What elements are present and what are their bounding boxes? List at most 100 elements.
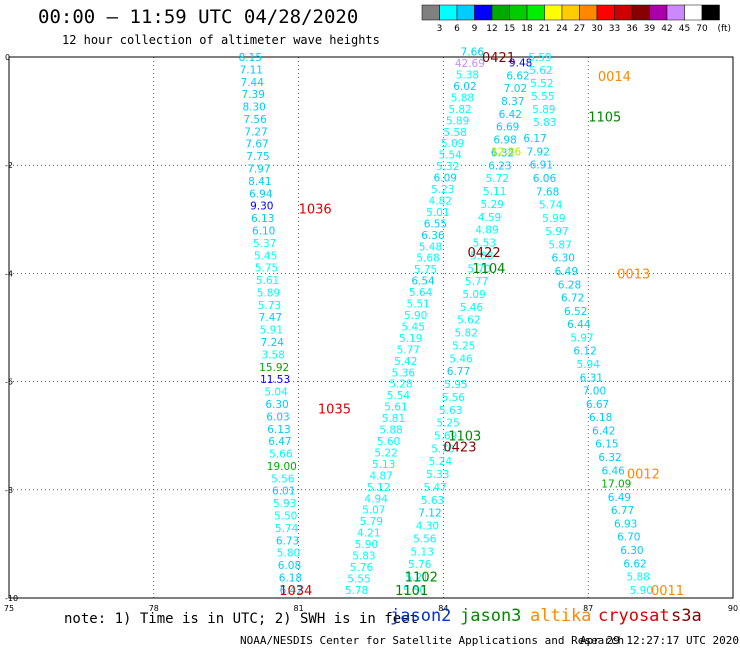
wave-height-point: 17.09 (601, 479, 631, 491)
wave-height-point: 5.53 (473, 238, 496, 250)
wave-height-point: 6.32 (598, 452, 621, 464)
wave-height-point: 5.88 (379, 425, 402, 437)
pass-label: 0012 (627, 468, 660, 483)
wave-height-point: 5.89 (532, 104, 555, 116)
colorbar-swatch (701, 4, 720, 21)
wave-height-point: 6.08 (278, 560, 301, 572)
wave-height-point: 5.13 (411, 546, 434, 558)
wave-height-point: 5.94 (577, 359, 601, 371)
wave-height-point: 4.82 (429, 195, 452, 207)
colorbar-swatch (544, 4, 563, 21)
colorbar-swatch (561, 4, 580, 21)
pass-label: 1101 (395, 584, 428, 599)
wave-height-point: 5.75 (255, 263, 278, 275)
axis-ticks: 75 78 81 84 87 90 0 -2 -4 -6 -8 -10 (4, 53, 738, 613)
wave-height-point: 5.62 (457, 315, 480, 327)
satellite-legend-altika: altika (530, 606, 592, 626)
wave-height-point: 6.36 (421, 230, 445, 242)
wave-height-point: 4.89 (475, 225, 498, 237)
wave-height-point: 5.63 (421, 495, 444, 507)
wave-height-point: 7.11 (240, 64, 263, 76)
wave-height-point: 5.76 (408, 559, 432, 571)
wave-height-point: 5.69 (434, 431, 457, 443)
x-tick-label: 81 (294, 604, 304, 613)
wave-height-point: 4.87 (369, 470, 392, 482)
wave-height-point: 7.02 (504, 83, 527, 95)
wave-height-point: 5.90 (404, 310, 427, 322)
wave-height-point: 6.12 (573, 346, 596, 358)
wave-height-point: 5.63 (439, 405, 462, 417)
wave-height-point: 5.64 (409, 287, 433, 299)
wave-height-point: 5.61 (256, 275, 279, 287)
x-tick-label: 84 (438, 604, 448, 613)
wave-height-point: 19.00 (267, 461, 297, 473)
wave-height-point: 5.88 (626, 572, 649, 584)
colorbar-tick-label: 27 (574, 24, 585, 34)
wave-height-point: 3.58 (262, 349, 285, 361)
wave-height-point: 6.67 (586, 399, 609, 411)
colorbar-tick-label: 36 (626, 24, 638, 34)
wave-height-point: 5.79 (360, 516, 383, 528)
wave-height-point: 5.33 (426, 469, 449, 481)
page-title: 00:00 – 11:59 UTC 04/28/2020 (38, 6, 359, 28)
colorbar-swatch (614, 4, 633, 21)
colorbar-swatch (491, 4, 510, 21)
wave-height-point: 6.15 (595, 439, 618, 451)
wave-height-point: 5.73 (258, 300, 281, 312)
wave-height-point: 5.82 (455, 328, 478, 340)
wave-height-point: 6.46 (601, 465, 625, 477)
wave-height-point: 6.42 (280, 585, 303, 597)
wave-height-point: 7.56 (243, 114, 267, 126)
colorbar-swatch (474, 4, 493, 21)
wave-height-point: 5.77 (397, 344, 420, 356)
satellite-legend-cryosat: cryosat (598, 606, 670, 626)
wave-height-point: 5.01 (426, 207, 449, 219)
wave-height-point: 9.48 (509, 57, 532, 69)
wave-height-point: 5.50 (403, 585, 426, 597)
wave-height-point: 5.68 (416, 253, 439, 265)
colorbar-tick-label: 9 (472, 24, 478, 34)
wave-height-point: 6.44 (567, 319, 591, 331)
wave-height-point: 5.78 (345, 585, 368, 597)
wave-height-point: 6.30 (552, 253, 575, 265)
pass-label: 0014 (598, 70, 631, 85)
wave-height-point: 6.47 (268, 436, 291, 448)
wave-height-point: 7.97 (247, 164, 270, 176)
wave-height-point: 7.66 (461, 47, 485, 59)
wave-height-point: 7.92 (527, 146, 550, 158)
wave-height-point: 6.06 (533, 173, 557, 185)
pass-label: 0013 (617, 267, 650, 282)
pass-label: 1103 (448, 430, 481, 445)
wave-height-point: 7.75 (246, 151, 269, 163)
wave-height-point: 42.69 (455, 58, 485, 70)
wave-height-point: 5.11 (483, 186, 506, 198)
wave-height-point: 5.75 (414, 264, 437, 276)
wave-height-point: 5.25 (436, 418, 459, 430)
wave-height-point: 7.68 (536, 186, 559, 198)
wave-height-point: 7.39 (242, 89, 265, 101)
wave-height-point: 5.21 (405, 572, 428, 584)
colorbar-swatch (526, 4, 545, 21)
y-tick-label: -10 (5, 594, 18, 603)
wave-height-point: 5.88 (451, 92, 474, 104)
wave-height-point: 6.17 (523, 133, 546, 145)
wave-height-point: 5.59 (528, 52, 551, 64)
colorbar-tick-label: 30 (591, 24, 603, 34)
colorbar-tick-label: 21 (539, 24, 550, 34)
pass-label: 0421 (482, 51, 515, 66)
wave-height-point: 6.52 (564, 306, 587, 318)
colorbar-legend: 3 6 9 12 15 18 21 24 27 30 33 36 39 42 45 70 (ft) (421, 4, 731, 34)
colorbar-swatch (596, 4, 615, 21)
wave-height-point: 5.24 (429, 456, 453, 468)
wave-height-point: 6.09 (434, 173, 457, 185)
wave-height-point: 5.09 (441, 138, 464, 150)
wave-height-point: 6.18 (589, 412, 612, 424)
colorbar-tick-label: 24 (556, 24, 568, 34)
wave-height-point: 5.56 (442, 392, 466, 404)
wave-height-point: 6.10 (252, 225, 275, 237)
wave-height-point: 6.30 (265, 399, 288, 411)
wave-height-point: 6.13 (251, 213, 274, 225)
wave-height-point: 6.77 (447, 366, 470, 378)
wave-height-point: 5.74 (275, 523, 299, 535)
wave-height-point: 6.73 (276, 535, 299, 547)
